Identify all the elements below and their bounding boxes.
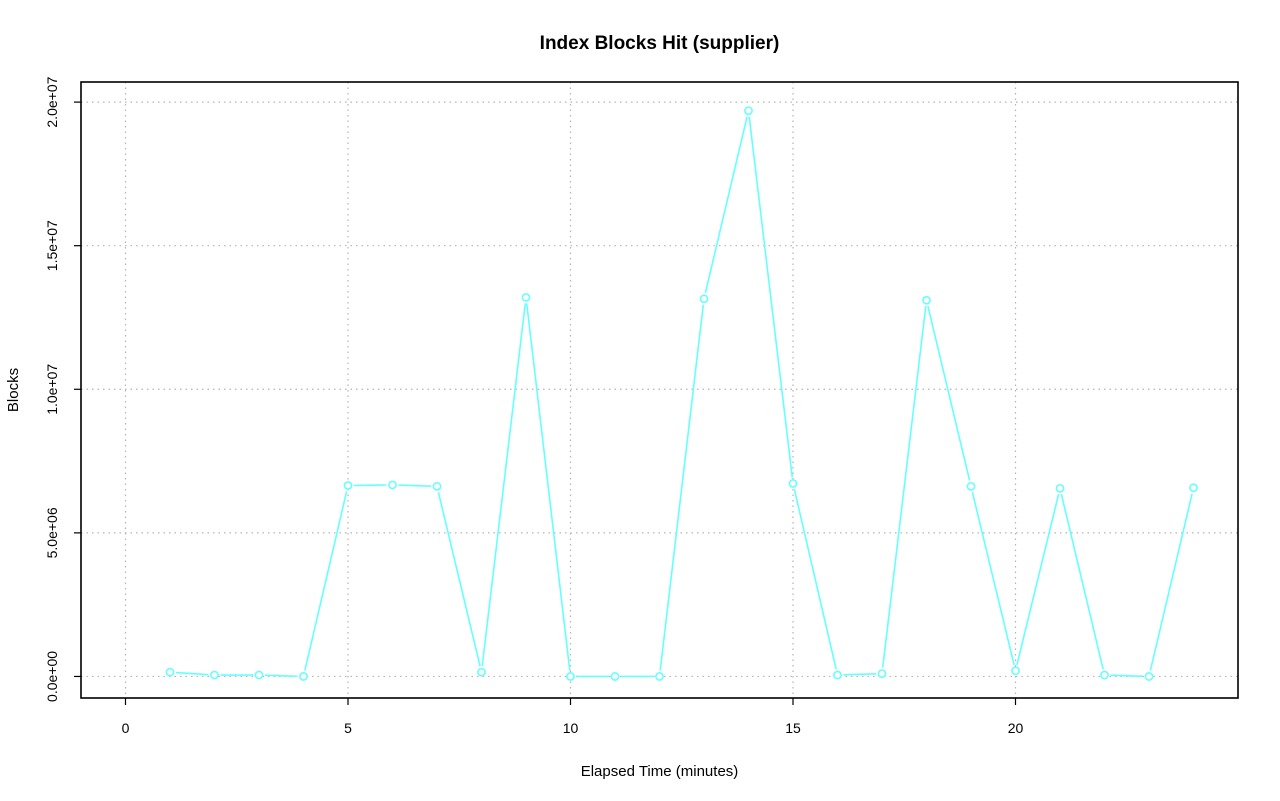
series-segment	[659, 304, 705, 671]
series-segment	[704, 116, 748, 294]
data-point	[477, 667, 486, 677]
data-point	[521, 292, 531, 302]
data-point	[1144, 672, 1154, 681]
data-point	[1189, 483, 1198, 493]
y-tick-label: 0.0e+00	[44, 651, 60, 702]
series-segment	[481, 303, 527, 667]
series-segment	[398, 484, 432, 487]
data-point	[788, 479, 798, 488]
y-axis-label: Blocks	[5, 368, 22, 412]
y-tick-label: 1.0e+07	[44, 364, 60, 415]
x-tick-label: 0	[122, 720, 130, 736]
series-layer	[165, 106, 1198, 681]
data-point	[299, 672, 308, 681]
data-point	[1011, 666, 1020, 676]
data-point	[165, 667, 175, 677]
data-point	[432, 481, 442, 491]
grid-layer	[81, 82, 1238, 698]
series-segment	[748, 116, 794, 478]
series-segment	[175, 671, 209, 676]
axes-layer: 0 5 10 15 20 0.0e+00 5.0e+06 1.0e+07 1.5e+07 2.0e…	[44, 76, 1023, 736]
y-tick-label: 2.0e+07	[44, 76, 60, 127]
data-point	[922, 295, 931, 305]
data-point	[1055, 483, 1065, 493]
data-point	[1100, 670, 1109, 680]
data-point	[388, 480, 397, 490]
series-segment	[971, 491, 1015, 666]
series-segment	[264, 674, 298, 678]
data-point	[877, 669, 887, 678]
series-segment	[1149, 493, 1193, 671]
x-axis-label: Elapsed Time (minutes)	[581, 763, 739, 780]
data-point	[343, 481, 353, 490]
series-segment	[1016, 493, 1060, 666]
series-segment	[793, 489, 837, 670]
y-tick-label: 5.0e+06	[44, 507, 60, 558]
series-segment	[437, 491, 481, 667]
x-tick-label: 5	[344, 720, 352, 736]
x-tick-label: 10	[563, 720, 579, 736]
plot-frame	[80, 81, 1239, 699]
x-tick-label: 20	[1008, 720, 1024, 736]
data-point	[610, 672, 620, 681]
series-segment	[881, 306, 927, 668]
x-tick-label: 15	[785, 720, 801, 736]
series-segment	[1110, 674, 1144, 678]
series-segment	[1060, 494, 1104, 670]
series-segment	[525, 303, 571, 671]
series-segment	[927, 305, 971, 481]
data-point	[254, 670, 264, 680]
data-point	[210, 670, 219, 680]
data-point	[655, 672, 664, 681]
chart-title: Index Blocks Hit (supplier)	[540, 33, 780, 54]
data-point	[833, 670, 842, 680]
data-point	[566, 672, 575, 681]
series-segment	[304, 491, 348, 671]
data-point	[966, 481, 976, 491]
data-point	[744, 106, 753, 116]
series-segment	[843, 672, 877, 676]
y-tick-label: 1.5e+07	[44, 220, 60, 271]
data-point	[699, 294, 709, 304]
